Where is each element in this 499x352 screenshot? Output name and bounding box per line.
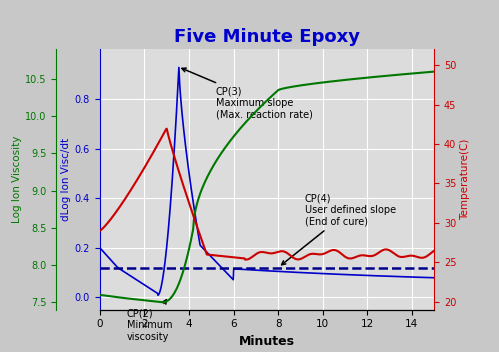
- Title: Five Minute Epoxy: Five Minute Epoxy: [174, 28, 360, 46]
- Y-axis label: dLog Ion Visc/dt: dLog Ion Visc/dt: [60, 138, 70, 221]
- Text: CP(3)
Maximum slope
(Max. reaction rate): CP(3) Maximum slope (Max. reaction rate): [182, 68, 312, 120]
- X-axis label: Minutes: Minutes: [239, 335, 295, 348]
- Text: CP(2)
Minimum
viscosity: CP(2) Minimum viscosity: [127, 300, 172, 342]
- Y-axis label: Temperature(C): Temperature(C): [461, 139, 471, 220]
- Text: CP(4)
User defined slope
(End of cure): CP(4) User defined slope (End of cure): [281, 193, 396, 265]
- Y-axis label: Log Ion Viscosity: Log Ion Viscosity: [12, 136, 22, 223]
